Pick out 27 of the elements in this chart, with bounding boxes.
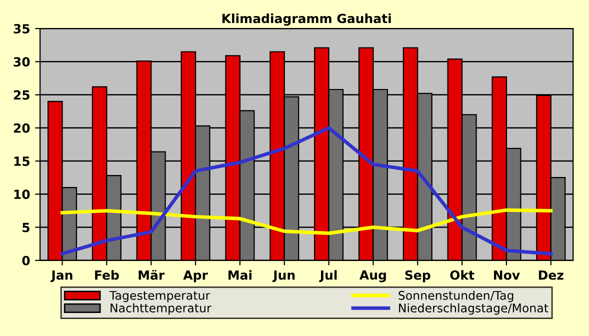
x-tick-label: Feb bbox=[95, 270, 119, 280]
y-tick-label: 25 bbox=[14, 90, 30, 100]
y-tick-label: 5 bbox=[22, 222, 30, 232]
y-tick-label: 0 bbox=[22, 256, 30, 266]
y-tick-label: 35 bbox=[14, 24, 30, 34]
x-tick-label: Aug bbox=[360, 270, 386, 282]
x-tick-label: Okt bbox=[450, 270, 474, 280]
x-tick-label: Dez bbox=[538, 270, 564, 280]
line-series bbox=[60, 208, 553, 235]
x-tick-label: Jan bbox=[50, 270, 72, 282]
x-tick-label: Mai bbox=[228, 270, 252, 280]
legend-label: Tagestemperatur bbox=[109, 291, 210, 302]
legend-label: Sonnenstunden/Tag bbox=[398, 290, 514, 302]
y-tick-label: 20 bbox=[14, 123, 30, 133]
x-tick-label: Sep bbox=[405, 270, 430, 282]
line-series bbox=[60, 126, 553, 256]
legend-label: Niederschlagstage/Monat bbox=[399, 303, 548, 315]
chart-title: Klimadiagramm Gauhati bbox=[222, 14, 391, 26]
x-tick-label: Apr bbox=[183, 270, 208, 282]
legend-label: Nachttemperatur bbox=[110, 303, 212, 315]
x-tick-label: Jun bbox=[272, 270, 295, 282]
y-tick-label: 30 bbox=[14, 57, 30, 67]
x-tick-label: Nov bbox=[494, 270, 520, 280]
x-tick-label: Jul bbox=[319, 270, 337, 282]
x-tick-label: Mär bbox=[138, 270, 165, 280]
y-tick-label: 15 bbox=[14, 156, 30, 166]
y-tick-label: 10 bbox=[14, 190, 30, 200]
